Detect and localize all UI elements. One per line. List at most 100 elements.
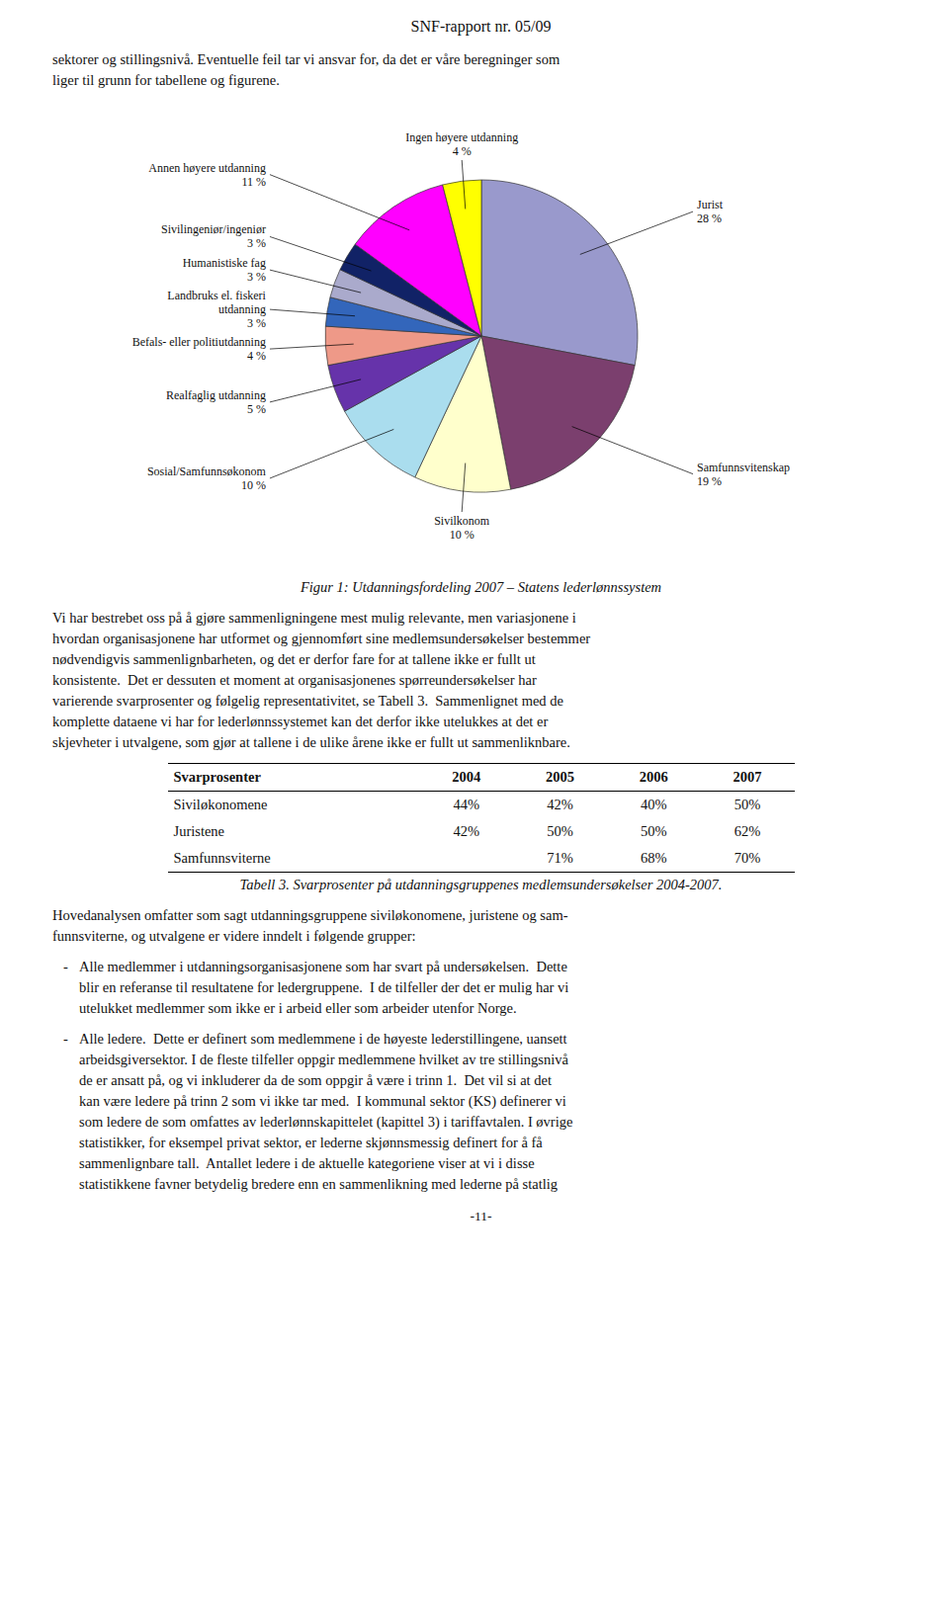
table-cell: 62% — [700, 818, 795, 846]
table-cell: 50% — [700, 791, 795, 820]
slice-label: Sivilingeniør/ingeniør3 % — [160, 222, 265, 251]
slice-category-line: utdanning — [217, 302, 265, 317]
table-cell: 42% — [513, 791, 607, 820]
slice-label: Jurist28 % — [696, 197, 724, 226]
slice-category: Sosial/Samfunnsøkonom — [146, 464, 266, 479]
slice-category: Jurist — [696, 197, 724, 212]
leader-line — [268, 236, 371, 271]
table-cell: 44% — [419, 791, 514, 820]
table-row: Juristene42%50%50%62% — [168, 818, 795, 846]
slice-label: Sivilkonom10 % — [433, 514, 491, 542]
table-header-cell: 2004 — [419, 764, 514, 792]
bullet-rest: Dette er definert som medlemmene i de hø… — [79, 1031, 573, 1193]
slice-value-label: 3 % — [246, 269, 265, 284]
leader-line — [268, 309, 354, 317]
slice-category-line: Ingen høyere utdanning — [405, 130, 518, 145]
intro-text: sektorer og stillingsnivå. Eventuelle fe… — [52, 49, 910, 91]
table-cell-empty — [419, 845, 514, 873]
figure-caption: Figur 1: Utdanningsfordeling 2007 – Stat… — [52, 579, 910, 597]
table: Svarprosenter2004200520062007Siviløkonom… — [168, 763, 795, 873]
leader-line — [268, 429, 393, 479]
slice-category-line: Landbruks el. fiskeri — [167, 288, 266, 303]
table-row: Samfunnsviterne71%68%70% — [168, 845, 795, 873]
slice-category: Landbruks el. fiskeriutdanning — [167, 288, 266, 317]
slice-label: Landbruks el. fiskeriutdanning3 % — [167, 288, 266, 331]
bullet: -Alle medlemmer i utdanningsorganisasjon… — [52, 956, 910, 1020]
slice-value-label: 19 % — [696, 474, 722, 489]
table-header-row: Svarprosenter2004200520062007 — [168, 764, 795, 792]
slice-label: Sosial/Samfunnsøkonom10 % — [146, 464, 266, 493]
slice-value-label: 4 % — [451, 144, 471, 159]
slice-value-label: 3 % — [246, 236, 265, 251]
page-number: -11- — [52, 1208, 910, 1225]
header: SNF-rapport nr. 05/09 — [52, 17, 910, 36]
leader-line — [571, 427, 692, 475]
slice-value-label: 10 % — [448, 527, 474, 542]
table-cell: 71% — [513, 845, 607, 873]
page: SNF-rapport nr. 05/09 sektorer og stillin… — [0, 0, 949, 1235]
table-header-cell: 2006 — [606, 764, 701, 792]
slices — [324, 179, 637, 493]
slice-category: Humanistiske fag — [181, 256, 265, 270]
slice-label: Samfunnsvitenskap19 % — [696, 460, 790, 489]
bullet-text: Alle medlemmer i utdanningsorganisasjone… — [79, 956, 569, 1020]
slice-category-line: Sivilkonom — [433, 514, 491, 528]
pie-slice — [441, 179, 481, 337]
table-head: Svarprosenter2004200520062007 — [168, 764, 795, 792]
table-cell: 50% — [606, 818, 701, 846]
slice-label: Ingen høyere utdanning4 % — [405, 130, 518, 159]
bullet: -Alle ledere. Dette er definert som medl… — [52, 1029, 910, 1196]
slice-category-line: Sosial/Samfunnsøkonom — [146, 464, 266, 479]
slice-value-label: 10 % — [240, 478, 265, 493]
slice-category-line: Humanistiske fag — [181, 256, 265, 270]
table-cell: 50% — [513, 818, 607, 846]
body-text: Vi har bestrebet oss på å gjøre sammenli… — [52, 607, 910, 754]
slice-category-line: Jurist — [696, 197, 724, 212]
table-cell: 40% — [606, 791, 701, 820]
slice-label: Befals- eller politiutdanning4 % — [131, 335, 265, 363]
table-cell: Samfunnsviterne — [168, 845, 421, 873]
slice-category-line: Samfunnsvitenskap — [696, 460, 790, 475]
leader-line — [461, 160, 466, 209]
table-cell: 42% — [419, 818, 514, 846]
slice-category: Ingen høyere utdanning — [405, 130, 518, 145]
bullet-text: Alle ledere. Dette er definert som medle… — [79, 1029, 573, 1196]
lower-text: Hovedanalysen omfatter som sagt utdannin… — [52, 905, 910, 948]
table-body: Siviløkonomene44%42%40%50%Juristene42%50… — [168, 791, 795, 873]
table-cell: Siviløkonomene — [168, 791, 421, 820]
table-cell: 68% — [606, 845, 701, 873]
body: {"header": "SNF-rapport nr. 05/09", "int… — [0, 0, 949, 1600]
table-row: Siviløkonomene44%42%40%50% — [168, 791, 795, 820]
slice-label: Annen høyere utdanning11 % — [148, 161, 266, 189]
table-caption: Tabell 3. Svarprosenter på utdanningsgru… — [52, 876, 910, 894]
leader-line — [461, 463, 466, 513]
leader-line — [268, 269, 360, 293]
bullet-first: Alle medlemmer i utdanningsorganisasjone… — [79, 958, 529, 975]
slice-value-label: 4 % — [246, 348, 265, 363]
bullet-first: Alle ledere. — [79, 1031, 147, 1047]
pie-chart: Jurist28 % Samfunnsvitenskap19 % Sivilkono… — [59, 100, 904, 576]
slice-category: Befals- eller politiutdanning — [131, 335, 265, 349]
bullet-marker: - — [52, 1029, 80, 1196]
leader-line — [268, 379, 360, 403]
table-header-cell: 2007 — [700, 764, 795, 792]
labels: Jurist28 % Samfunnsvitenskap19 % Sivilkono… — [131, 130, 789, 542]
leader-line — [268, 344, 353, 349]
slice-category: Annen høyere utdanning — [148, 161, 266, 175]
slice-category: Realfaglig utdanning — [165, 388, 265, 403]
slice-category-line: Sivilingeniør/ingeniør — [160, 222, 265, 237]
slice-value-label: 28 % — [696, 211, 722, 226]
pie-slice — [481, 179, 638, 366]
leader-line — [579, 211, 692, 255]
table-header-cell: Svarprosenter — [168, 764, 421, 792]
leader-line — [268, 174, 409, 231]
slice-category-line: Realfaglig utdanning — [165, 388, 265, 403]
slice-label: Realfaglig utdanning5 % — [165, 388, 265, 417]
slice-value-label: 11 % — [241, 174, 266, 189]
slice-category: Sivilkonom — [433, 514, 491, 528]
slice-label: Humanistiske fag3 % — [181, 256, 265, 284]
slice-value-label: 5 % — [246, 402, 265, 417]
slice-category: Samfunnsvitenskap — [696, 460, 790, 475]
slice-value-label: 3 % — [246, 316, 265, 331]
slice-category-line: Annen høyere utdanning — [148, 161, 266, 175]
